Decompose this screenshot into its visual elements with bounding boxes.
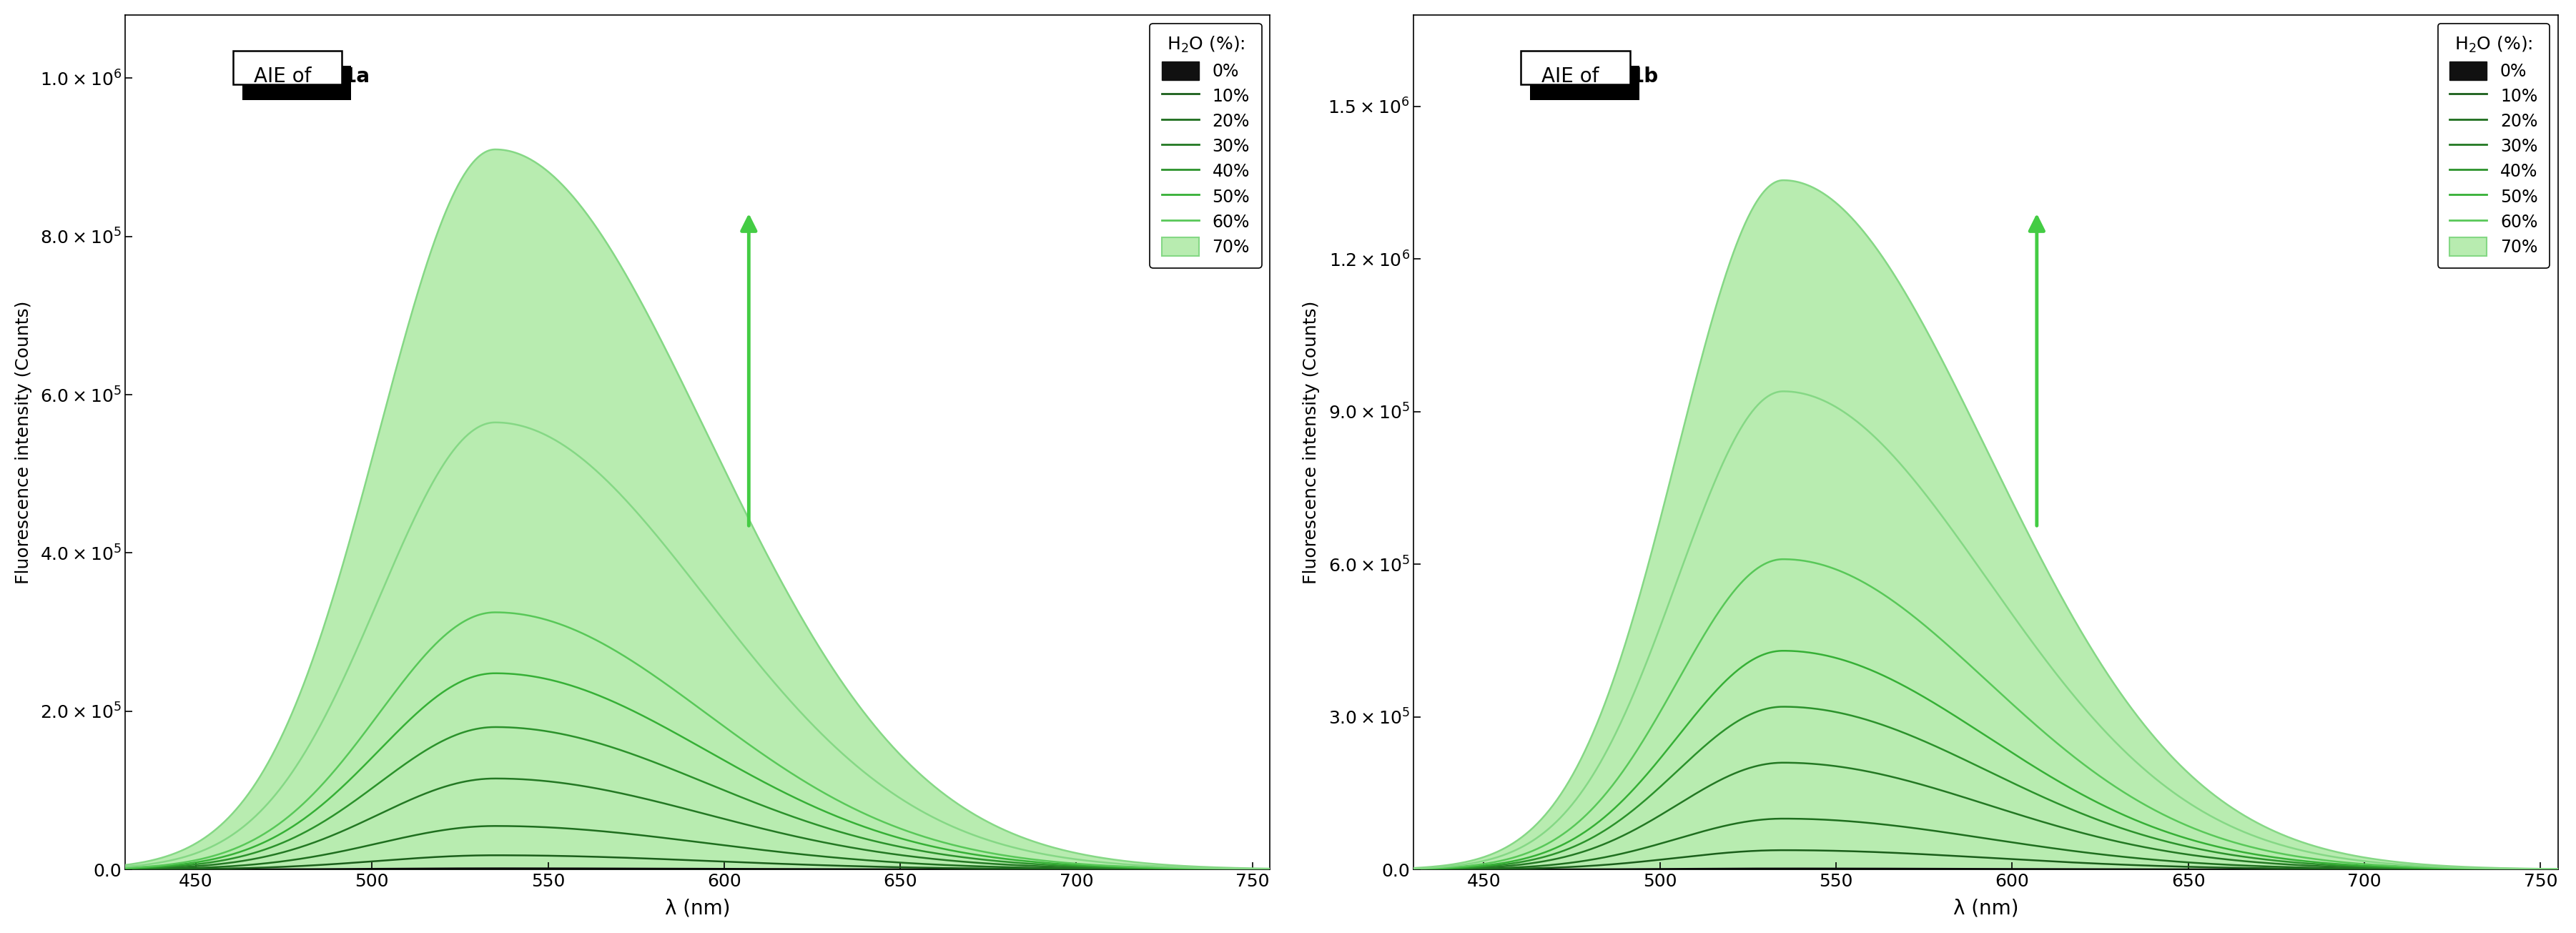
Text: AIE of 1a: AIE of 1a	[240, 58, 335, 77]
Text: 1a: 1a	[343, 66, 371, 86]
X-axis label: λ (nm): λ (nm)	[665, 898, 732, 918]
Text: AIE of 1b: AIE of 1b	[1538, 73, 1633, 93]
Text: AIE of: AIE of	[1540, 66, 1605, 86]
Y-axis label: Fluorescence intensity (Counts): Fluorescence intensity (Counts)	[15, 300, 31, 584]
Text: AIE of 1b: AIE of 1b	[1528, 58, 1623, 77]
Text: AIE of 1a: AIE of 1a	[250, 73, 345, 93]
Text: 1b: 1b	[1631, 66, 1659, 86]
Text: AIE of: AIE of	[252, 66, 317, 86]
X-axis label: λ (nm): λ (nm)	[1953, 898, 2020, 918]
Legend: 0%, 10%, 20%, 30%, 40%, 50%, 60%, 70%: 0%, 10%, 20%, 30%, 40%, 50%, 60%, 70%	[2437, 23, 2550, 268]
Legend: 0%, 10%, 20%, 30%, 40%, 50%, 60%, 70%: 0%, 10%, 20%, 30%, 40%, 50%, 60%, 70%	[1149, 23, 1262, 268]
Y-axis label: Fluorescence intensity (Counts): Fluorescence intensity (Counts)	[1303, 300, 1319, 584]
